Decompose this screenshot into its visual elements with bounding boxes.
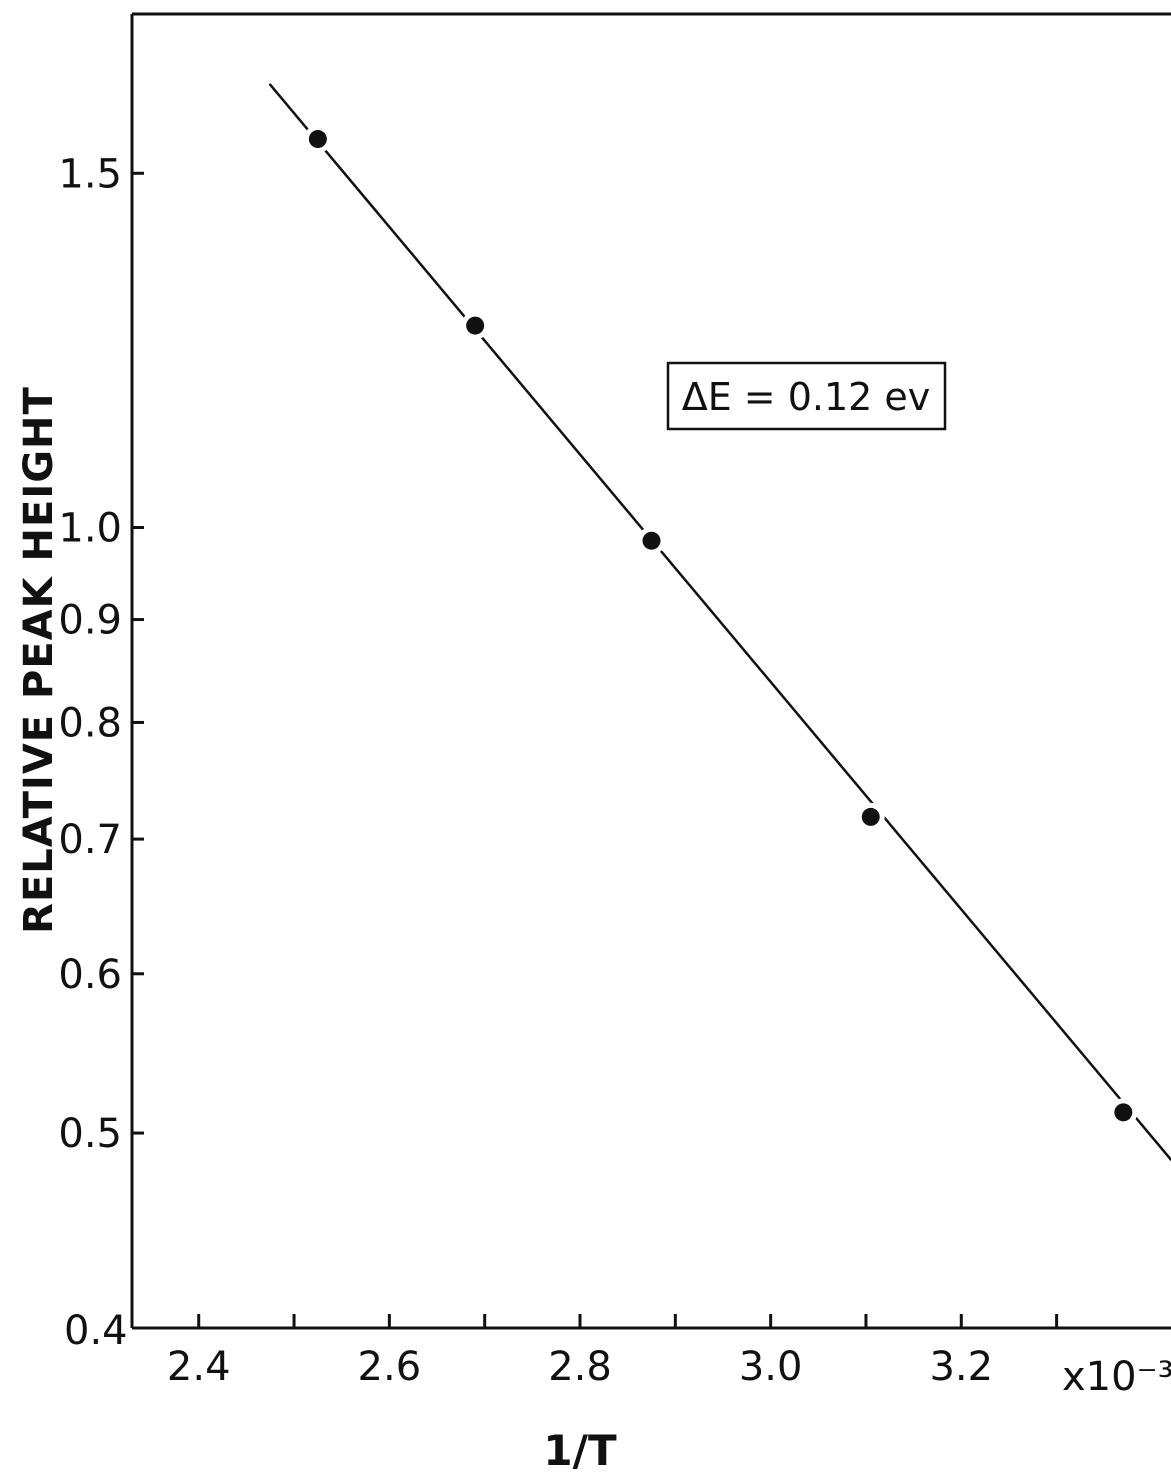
fit-line xyxy=(268,83,1171,1161)
data-point-2 xyxy=(466,316,485,335)
plot-frame xyxy=(130,12,1171,1330)
y-tick-label-5: 1.0 xyxy=(58,506,122,552)
y-tick-label-6: 1.5 xyxy=(58,151,122,197)
y-axis-ticks: 0.5 0.6 0.7 0.8 0.9 1.0 1.5 xyxy=(58,151,144,1157)
x-tick-label-1: 2.6 xyxy=(358,1344,422,1390)
x-axis-title: 1/T xyxy=(543,1426,617,1475)
x-axis-ticks: 2.4 2.6 2.8 3.0 3.2 xyxy=(167,1314,1059,1390)
x-multiplier-label: x10⁻³ xyxy=(1062,1354,1171,1400)
annotation-box xyxy=(666,361,947,431)
y-tick-label-3: 0.8 xyxy=(58,700,122,746)
data-points xyxy=(303,125,1138,1127)
x-tick-label-0: 2.4 xyxy=(167,1344,231,1390)
data-point-3 xyxy=(642,531,661,550)
delta-e-annotation: ΔE = 0.12 ev xyxy=(682,375,931,419)
data-point-4 xyxy=(861,807,880,826)
y-tick-label-4: 0.9 xyxy=(58,598,122,644)
y-axis-title: RELATIVE PEAK HEIGHT xyxy=(16,386,62,934)
x-tick-label-2: 2.8 xyxy=(548,1344,612,1390)
y-tick-label-2: 0.7 xyxy=(58,817,122,863)
fit-line-group xyxy=(268,83,1171,1161)
y-tick-label-0: 0.5 xyxy=(58,1111,122,1157)
y-origin-label: 0.4 xyxy=(64,1308,128,1354)
y-tick-label-1: 0.6 xyxy=(58,952,122,998)
data-point-1 xyxy=(308,130,327,149)
data-point-5 xyxy=(1114,1103,1133,1122)
x-tick-label-4: 3.2 xyxy=(929,1344,993,1390)
x-tick-label-3: 3.0 xyxy=(739,1344,803,1390)
